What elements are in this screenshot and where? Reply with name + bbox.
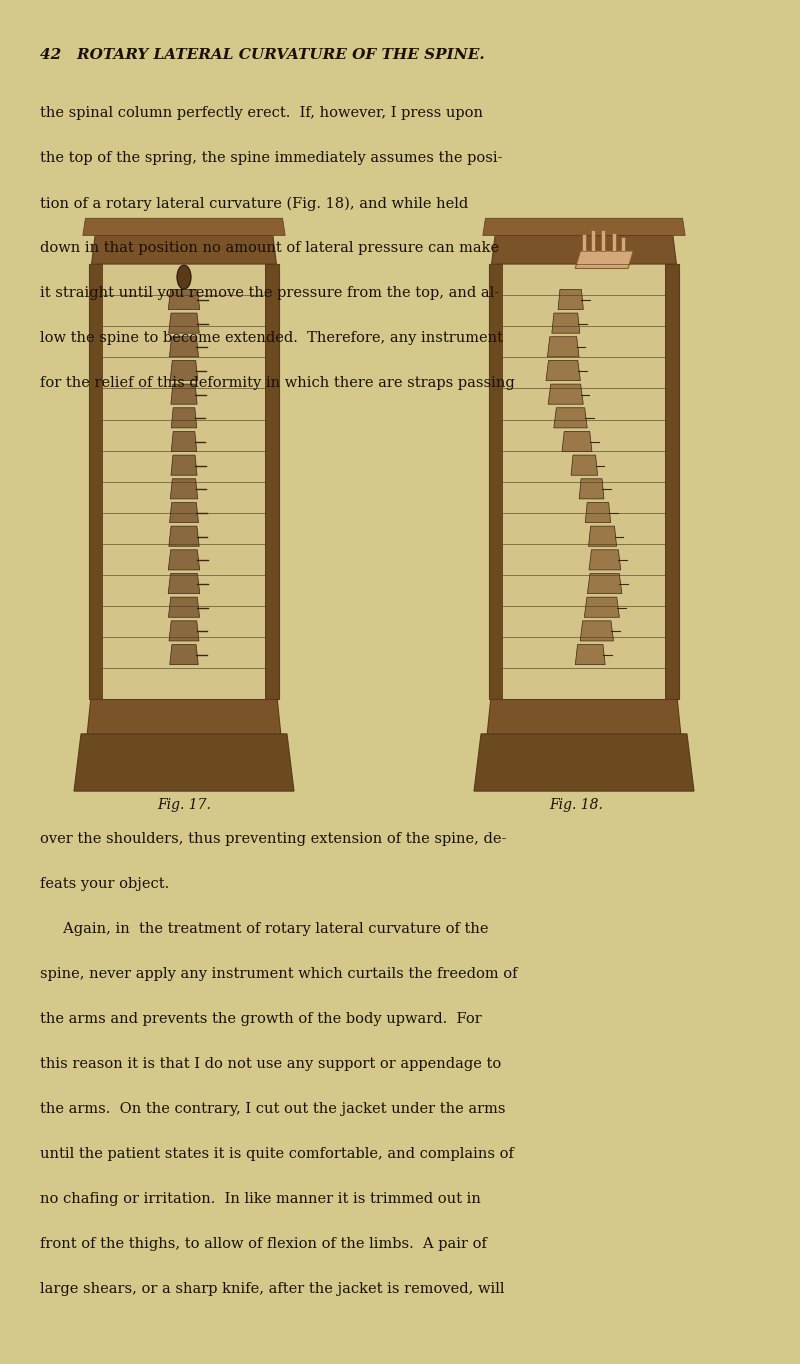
Text: front of the thighs, to allow of flexion of the limbs.  A pair of: front of the thighs, to allow of flexion…	[40, 1237, 487, 1251]
Polygon shape	[168, 289, 200, 310]
Bar	[265, 265, 279, 700]
Polygon shape	[575, 251, 634, 269]
Polygon shape	[474, 734, 694, 791]
Bar	[503, 265, 665, 700]
Polygon shape	[169, 621, 199, 641]
Polygon shape	[83, 218, 286, 236]
Text: it straight until you remove the pressure from the top, and al-: it straight until you remove the pressur…	[40, 286, 499, 300]
Text: large shears, or a sharp knife, after the jacket is removed, will: large shears, or a sharp knife, after th…	[40, 1282, 505, 1296]
Polygon shape	[170, 360, 198, 381]
Text: 42   ROTARY LATERAL CURVATURE OF THE SPINE.: 42 ROTARY LATERAL CURVATURE OF THE SPINE…	[40, 48, 485, 61]
Polygon shape	[584, 597, 619, 618]
Bar	[103, 265, 265, 700]
Polygon shape	[586, 502, 610, 522]
Text: until the patient states it is quite comfortable, and complains of: until the patient states it is quite com…	[40, 1147, 514, 1161]
Bar	[621, 237, 625, 251]
Polygon shape	[170, 502, 198, 522]
Polygon shape	[579, 479, 604, 499]
Polygon shape	[171, 431, 197, 451]
Text: the arms and prevents the growth of the body upward.  For: the arms and prevents the growth of the …	[40, 1012, 482, 1026]
Polygon shape	[170, 479, 198, 499]
Text: for the relief of this deformity in which there are straps passing: for the relief of this deformity in whic…	[40, 376, 514, 390]
Polygon shape	[587, 573, 622, 593]
Text: the top of the spring, the spine immediately assumes the posi-: the top of the spring, the spine immedia…	[40, 151, 502, 165]
Text: the spinal column perfectly erect.  If, however, I press upon: the spinal column perfectly erect. If, h…	[40, 106, 483, 120]
Polygon shape	[171, 456, 197, 475]
Polygon shape	[589, 527, 617, 546]
Polygon shape	[547, 337, 579, 357]
Polygon shape	[491, 236, 677, 265]
Polygon shape	[170, 645, 198, 664]
Polygon shape	[170, 337, 198, 357]
Polygon shape	[589, 550, 621, 570]
Text: Fig. 17.: Fig. 17.	[157, 798, 211, 812]
Polygon shape	[552, 314, 580, 333]
Bar	[665, 265, 679, 700]
Text: tion of a rotary lateral curvature (Fig. 18), and while held: tion of a rotary lateral curvature (Fig.…	[40, 196, 468, 211]
Text: no chafing or irritation.  In like manner it is trimmed out in: no chafing or irritation. In like manner…	[40, 1192, 481, 1206]
Text: over the shoulders, thus preventing extension of the spine, de-: over the shoulders, thus preventing exte…	[40, 832, 506, 846]
Polygon shape	[575, 645, 606, 664]
Bar	[602, 229, 606, 251]
Polygon shape	[548, 385, 583, 404]
Text: feats your object.: feats your object.	[40, 877, 170, 891]
Text: Again, in  the treatment of rotary lateral curvature of the: Again, in the treatment of rotary latera…	[40, 922, 489, 936]
Polygon shape	[562, 431, 592, 451]
Bar	[89, 265, 103, 700]
Polygon shape	[168, 573, 200, 593]
Polygon shape	[546, 360, 581, 381]
Text: Fig. 18.: Fig. 18.	[549, 798, 603, 812]
Polygon shape	[168, 550, 200, 570]
Polygon shape	[554, 408, 587, 428]
Text: down in that position no amount of lateral pressure can make: down in that position no amount of later…	[40, 241, 499, 255]
Polygon shape	[87, 700, 281, 734]
Polygon shape	[169, 597, 199, 618]
Polygon shape	[169, 527, 199, 546]
Polygon shape	[169, 314, 199, 333]
Polygon shape	[171, 385, 197, 404]
Bar	[582, 233, 586, 251]
Circle shape	[177, 265, 191, 289]
Bar	[612, 233, 616, 251]
Polygon shape	[571, 456, 598, 475]
Polygon shape	[171, 408, 197, 428]
Polygon shape	[482, 218, 685, 236]
Polygon shape	[74, 734, 294, 791]
Bar	[590, 231, 595, 251]
Bar	[489, 265, 503, 700]
Text: the arms.  On the contrary, I cut out the jacket under the arms: the arms. On the contrary, I cut out the…	[40, 1102, 506, 1116]
Text: low the spine to become extended.  Therefore, any instrument: low the spine to become extended. Theref…	[40, 331, 503, 345]
Polygon shape	[487, 700, 681, 734]
Polygon shape	[580, 621, 614, 641]
Text: this reason it is that I do not use any support or appendage to: this reason it is that I do not use any …	[40, 1057, 502, 1071]
Text: spine, never apply any instrument which curtails the freedom of: spine, never apply any instrument which …	[40, 967, 518, 981]
Polygon shape	[92, 236, 277, 265]
Polygon shape	[558, 289, 583, 310]
